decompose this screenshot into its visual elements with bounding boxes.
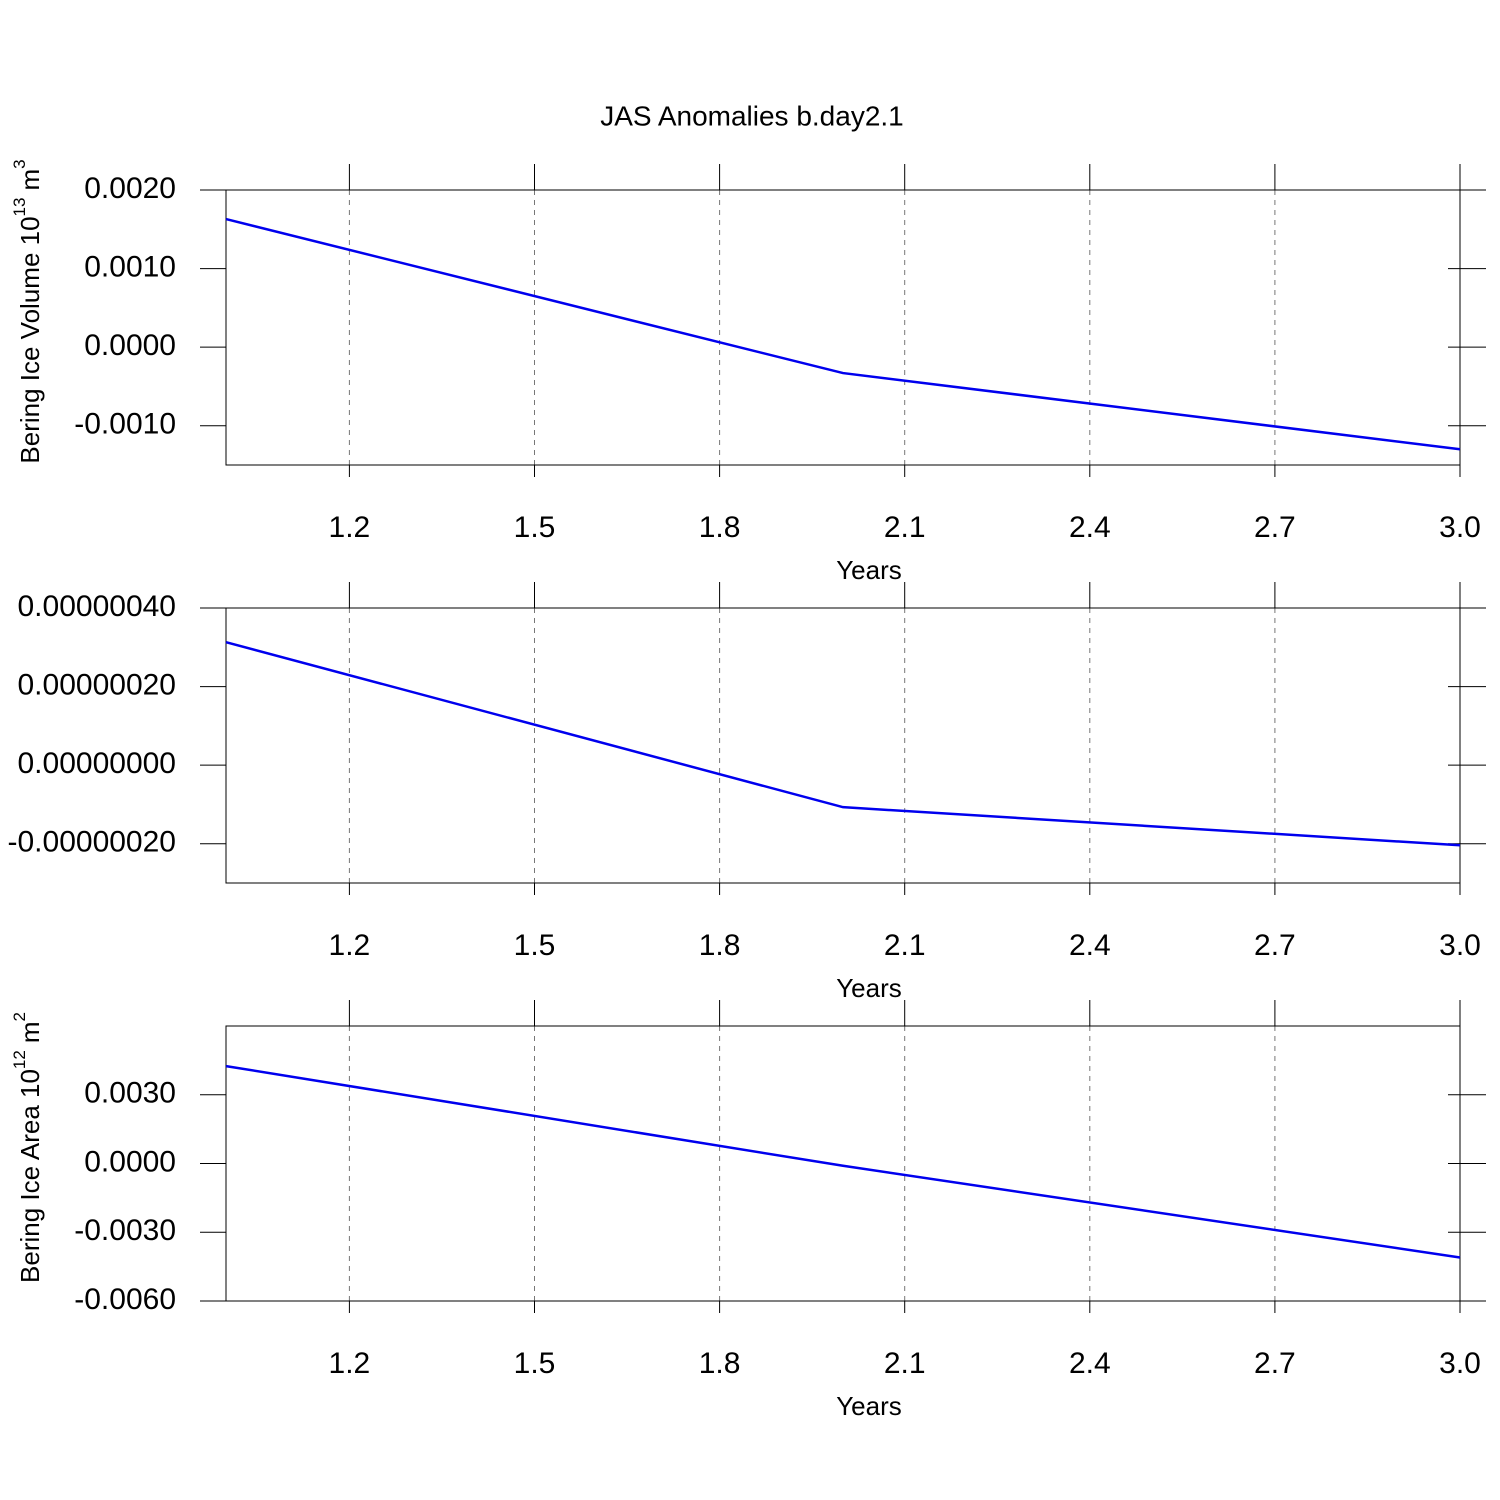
line-series bbox=[225, 640, 1461, 847]
plot-frame bbox=[225, 607, 1461, 884]
line-series bbox=[225, 217, 1461, 451]
x-tick-label: 1.2 bbox=[329, 511, 371, 544]
y-tick-label: 0.0020 bbox=[84, 172, 176, 205]
y-tick-label: 0.00000040 bbox=[18, 590, 177, 623]
x-axis-label: Years bbox=[836, 555, 902, 585]
x-tick-label: 2.7 bbox=[1254, 511, 1296, 544]
y-axis-label-part: Bering Ice Volume 10 bbox=[15, 216, 45, 463]
x-tick-label: 2.4 bbox=[1069, 1347, 1111, 1380]
y-axis-label-part: 13 bbox=[10, 198, 29, 217]
y-tick-label: 0.0030 bbox=[84, 1077, 176, 1110]
x-tick-label: 1.5 bbox=[514, 1347, 556, 1380]
plot-frame bbox=[225, 1025, 1461, 1302]
y-axis-label-part: m bbox=[15, 1021, 45, 1043]
y-tick-label: -0.0030 bbox=[74, 1214, 176, 1247]
x-tick-label: 2.1 bbox=[884, 1347, 926, 1380]
x-tick-label: 2.4 bbox=[1069, 929, 1111, 962]
x-tick-label: 1.8 bbox=[699, 1347, 741, 1380]
y-axis-label: Bering Ice Area 1012 m2 bbox=[10, 1012, 44, 1283]
x-tick-label: 3.0 bbox=[1439, 1347, 1481, 1380]
x-tick-label: 1.8 bbox=[699, 929, 741, 962]
x-tick-label: 1.2 bbox=[329, 929, 371, 962]
chart-title: JAS Anomalies b.day2.1 bbox=[600, 100, 904, 131]
x-tick-label: 1.8 bbox=[699, 511, 741, 544]
y-axis-label-part: 3 bbox=[10, 159, 29, 168]
y-axis-label: Bering Ice Volume 1013 m3 bbox=[10, 159, 44, 463]
plot-frame bbox=[225, 189, 1461, 466]
y-axis-label-part: 2 bbox=[10, 1012, 29, 1021]
x-tick-label: 2.1 bbox=[884, 929, 926, 962]
y-tick-label: 0.0000 bbox=[84, 1145, 176, 1178]
x-tick-label: 2.7 bbox=[1254, 1347, 1296, 1380]
y-axis-label-part: m bbox=[15, 169, 45, 191]
x-tick-label: 2.7 bbox=[1254, 929, 1296, 962]
y-tick-label: 0.0000 bbox=[84, 329, 176, 362]
x-tick-label: 1.2 bbox=[329, 1347, 371, 1380]
y-tick-label: 0.00000020 bbox=[18, 668, 177, 701]
x-tick-label: 3.0 bbox=[1439, 511, 1481, 544]
y-tick-label: -0.0010 bbox=[74, 408, 176, 441]
y-axis-label-part: 12 bbox=[10, 1050, 29, 1069]
x-tick-label: 3.0 bbox=[1439, 929, 1481, 962]
x-tick-label: 2.4 bbox=[1069, 511, 1111, 544]
y-axis-label-part: Bering Ice Area 10 bbox=[15, 1069, 45, 1283]
y-tick-label: 0.0010 bbox=[84, 250, 176, 283]
x-tick-label: 2.1 bbox=[884, 511, 926, 544]
x-tick-label: 1.5 bbox=[514, 929, 556, 962]
x-axis-label: Years bbox=[836, 1391, 902, 1421]
line-series bbox=[225, 1064, 1461, 1259]
y-tick-label: -0.0060 bbox=[74, 1283, 176, 1316]
x-axis-label: Years bbox=[836, 973, 902, 1003]
x-tick-label: 1.5 bbox=[514, 511, 556, 544]
y-tick-label: -0.00000020 bbox=[8, 826, 177, 859]
y-tick-label: 0.00000000 bbox=[18, 747, 177, 780]
